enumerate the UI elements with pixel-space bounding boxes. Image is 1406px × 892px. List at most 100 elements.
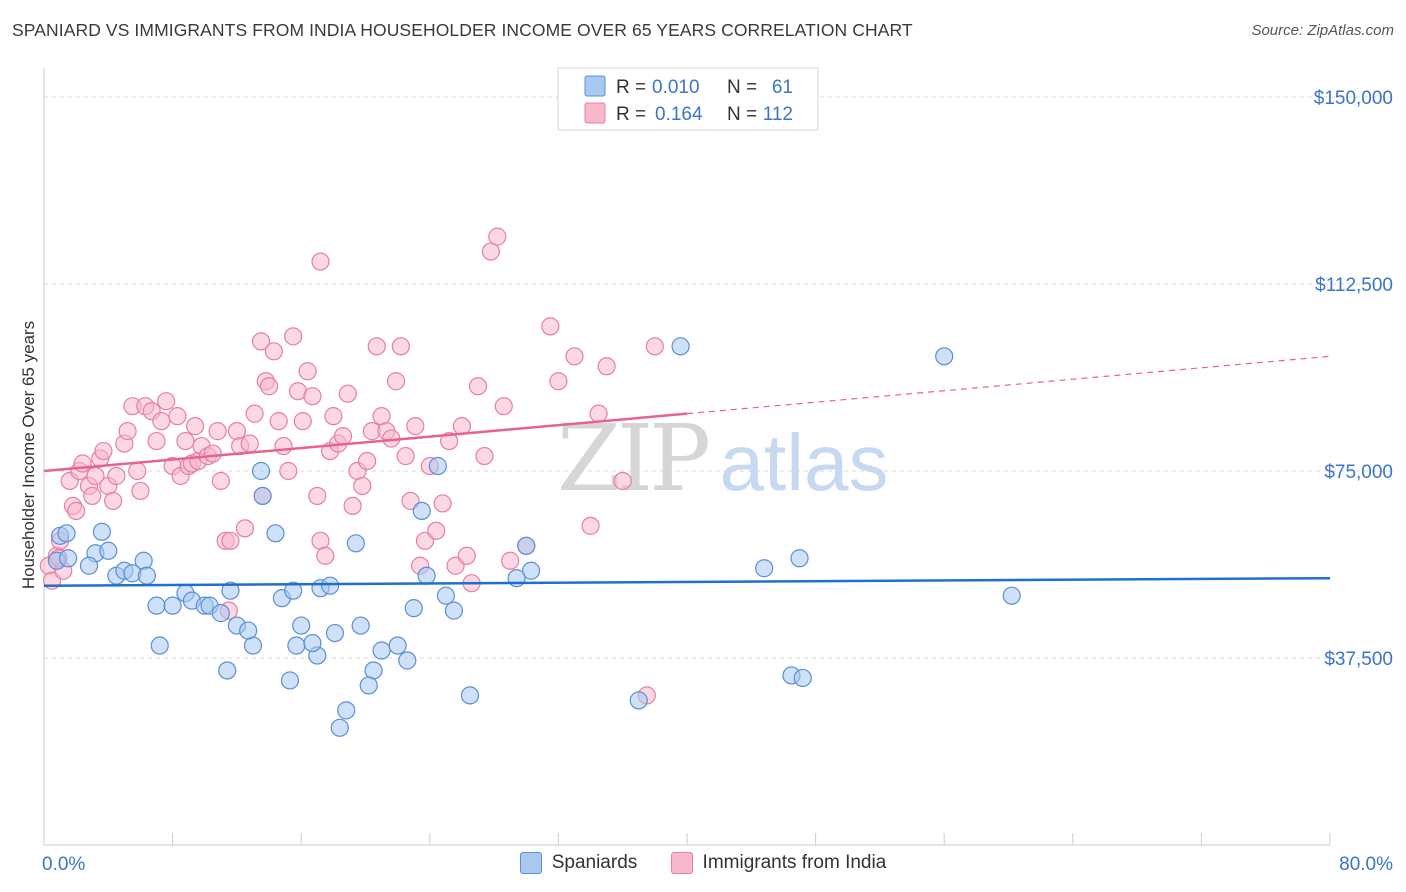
data-point (137, 566, 156, 585)
data-point (150, 636, 169, 655)
data-point (935, 347, 954, 366)
bottom-legend-spaniards: Spaniards (519, 852, 637, 874)
data-point (565, 347, 584, 366)
data-point (211, 604, 230, 623)
data-point (131, 481, 150, 501)
data-point (303, 387, 322, 406)
data-point (292, 616, 311, 635)
data-point (353, 476, 372, 496)
data-point (589, 404, 608, 423)
series-spaniards (47, 337, 1021, 737)
data-point (266, 524, 285, 543)
data-point (157, 392, 176, 411)
data-point (239, 621, 258, 640)
data-point (439, 431, 459, 451)
trend-line-spaniards (43, 576, 1331, 587)
data-point (208, 422, 227, 441)
data-point (203, 444, 222, 463)
data-point (168, 407, 187, 426)
data-point (176, 431, 195, 451)
data-point (541, 317, 560, 336)
data-point (346, 534, 365, 553)
data-point (338, 384, 357, 403)
data-point (793, 668, 812, 688)
data-point (412, 501, 431, 520)
data-point (59, 549, 78, 568)
data-point (359, 676, 378, 695)
data-point (308, 486, 327, 506)
data-point (645, 337, 664, 356)
data-point (163, 596, 182, 615)
bottom-legend-india: Immigrants from India (670, 852, 887, 874)
watermark: ZIP atlas (557, 405, 889, 512)
y-tick-label: $112,500 (1315, 275, 1393, 296)
trend-line-india-extension (686, 355, 1331, 415)
legend-swatch-india (584, 102, 606, 124)
data-point (790, 549, 809, 568)
legend-n-value-1: 61 (772, 77, 793, 98)
data-point (325, 623, 345, 643)
data-point (488, 227, 507, 246)
data-point (240, 434, 259, 453)
y-tick-label: $75,000 (1324, 462, 1393, 483)
data-point (475, 446, 494, 466)
bottom-legend-label-india: Immigrants from India (702, 852, 887, 873)
data-point (444, 601, 464, 620)
data-point (391, 337, 410, 356)
data-point (92, 522, 111, 541)
data-point (284, 581, 303, 600)
y-axis-title: Householder Income Over 65 years (19, 321, 38, 589)
data-point (253, 486, 272, 506)
data-point (460, 686, 480, 705)
svg-text:atlas: atlas (720, 418, 889, 507)
data-point (324, 407, 343, 426)
legend: R = 0.010 N = 61 R = 0.164 N = 112 (557, 67, 819, 131)
data-point (337, 701, 356, 720)
data-point (417, 566, 436, 585)
legend-n-label-2: N = (727, 104, 757, 125)
data-point (57, 524, 76, 543)
data-point (235, 519, 255, 538)
data-point (629, 691, 648, 710)
data-point (298, 362, 317, 381)
data-point (351, 616, 370, 635)
data-point (372, 641, 391, 660)
svg-text:ZIP: ZIP (557, 405, 708, 512)
trend-lines (43, 355, 1331, 587)
data-point (274, 436, 293, 456)
axes (43, 68, 1331, 846)
trend-line-india (43, 412, 688, 473)
data-point (671, 337, 690, 356)
data-point (755, 559, 774, 578)
data-point (221, 531, 240, 550)
grid-lines (44, 96, 1392, 659)
data-point (358, 451, 377, 471)
data-point (118, 422, 137, 441)
data-point (436, 586, 455, 605)
legend-swatch-spaniards (584, 75, 606, 97)
data-point (152, 412, 171, 431)
data-point (94, 441, 113, 461)
data-point (427, 521, 446, 540)
data-point (613, 471, 632, 491)
bottom-legend-swatch-india (670, 852, 693, 874)
bottom-legend-swatch-spaniards (519, 852, 542, 874)
data-point (293, 412, 312, 431)
data-point (404, 599, 423, 618)
data-point (186, 417, 205, 436)
data-point (107, 466, 126, 486)
data-point (433, 494, 452, 513)
bottom-legend: Spaniards Immigrants from India (0, 852, 1406, 880)
data-point (457, 546, 476, 565)
data-point (581, 516, 600, 535)
data-point (280, 671, 300, 690)
data-point (211, 471, 230, 491)
data-point (79, 556, 99, 575)
data-point (218, 661, 237, 680)
data-point (128, 461, 147, 481)
legend-r-label-1: R = (616, 77, 646, 98)
data-point (406, 417, 425, 436)
data-point (227, 422, 246, 441)
legend-n-label-1: N = (727, 77, 757, 98)
